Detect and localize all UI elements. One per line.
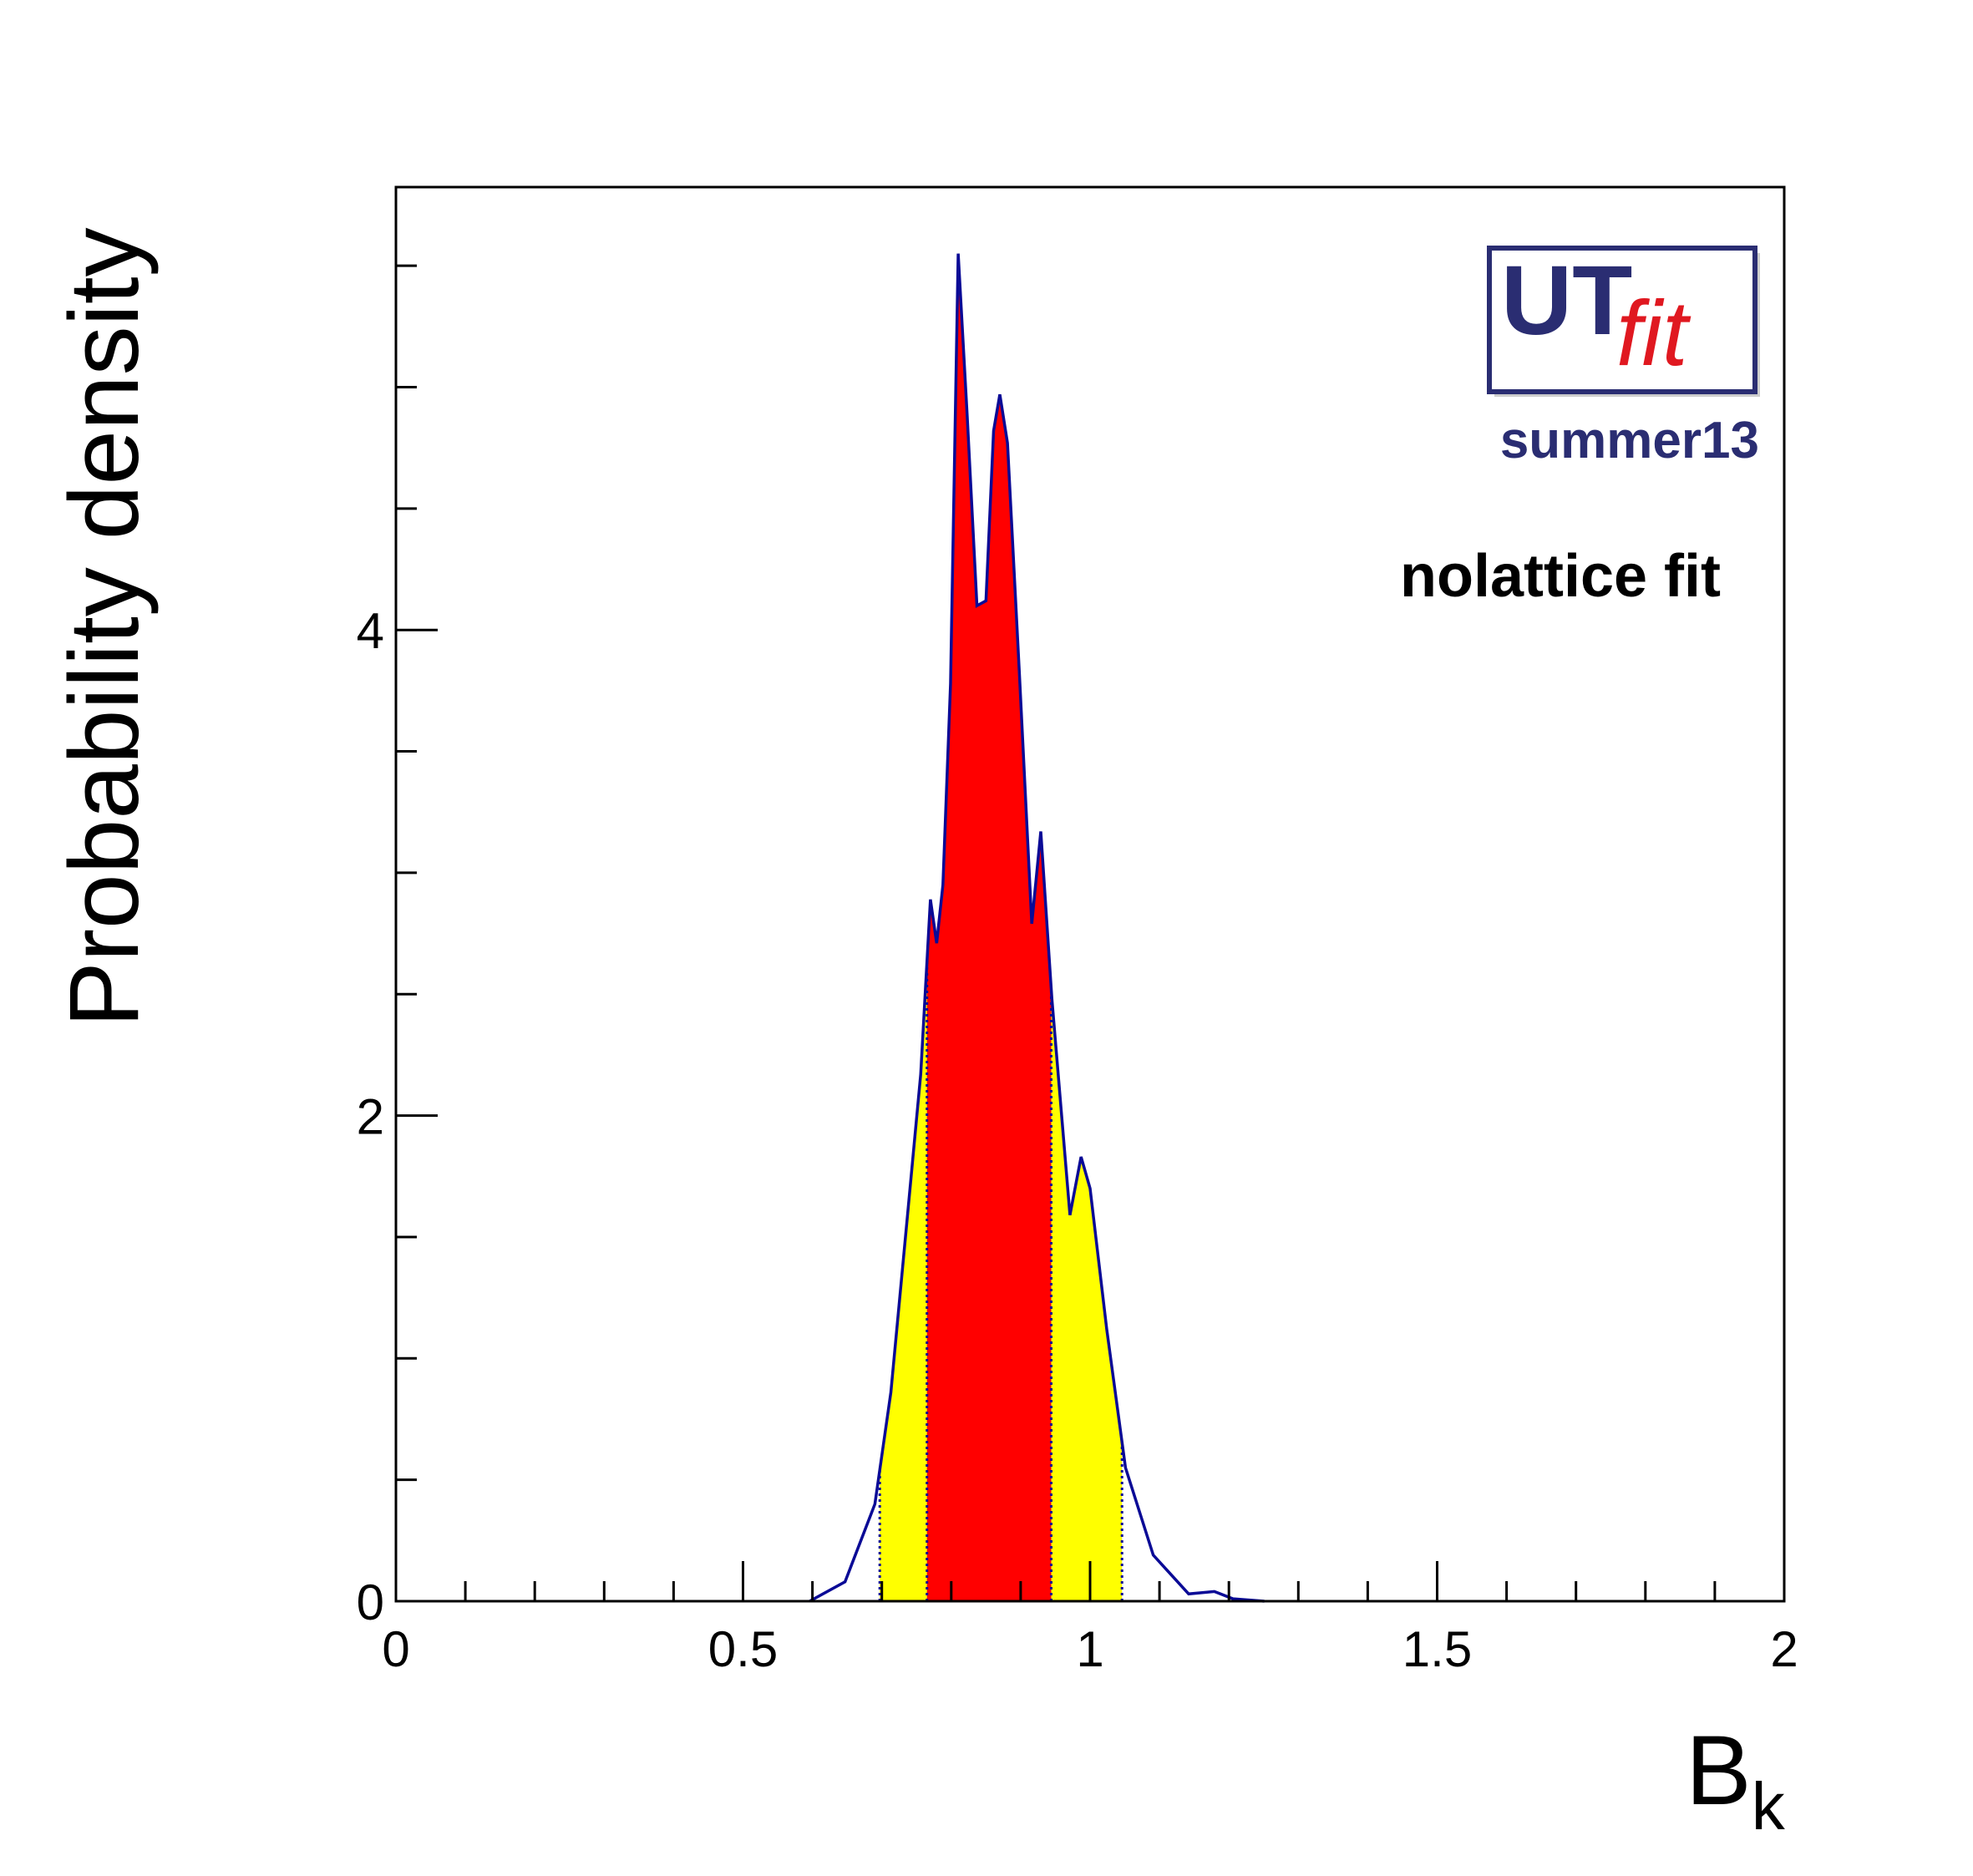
x-tick-label: 0.5	[708, 1621, 778, 1677]
axis-ticks: 0 0.5 1 1.5 2 0 2 4	[357, 264, 1798, 1677]
logo-tag: summer13	[1500, 412, 1759, 469]
density-curve	[809, 253, 1265, 1603]
x-tick-label: 2	[1770, 1621, 1798, 1677]
utfit-logo: UT fit	[1487, 246, 1760, 397]
confidence-bands	[878, 253, 1123, 1601]
band-68	[926, 253, 1052, 1601]
x-axis-label: Bk	[1686, 1716, 1786, 1843]
y-tick-label: 4	[357, 603, 384, 659]
y-axis-label: Probability density	[49, 227, 160, 1027]
logo-main-text: UT	[1501, 246, 1632, 356]
x-axis-label-subscript: k	[1752, 1769, 1786, 1843]
x-tick-label: 1	[1076, 1621, 1103, 1677]
plot-frame	[394, 185, 1786, 1603]
logo-sub-text: fit	[1616, 282, 1692, 385]
y-tick-label: 0	[357, 1574, 384, 1630]
y-tick-label: 2	[357, 1089, 384, 1145]
x-tick-label: 0	[382, 1621, 409, 1677]
fit-label: nolattice fit	[1400, 543, 1721, 610]
x-tick-label: 1.5	[1402, 1621, 1472, 1677]
x-axis-label-main: B	[1686, 1716, 1752, 1826]
